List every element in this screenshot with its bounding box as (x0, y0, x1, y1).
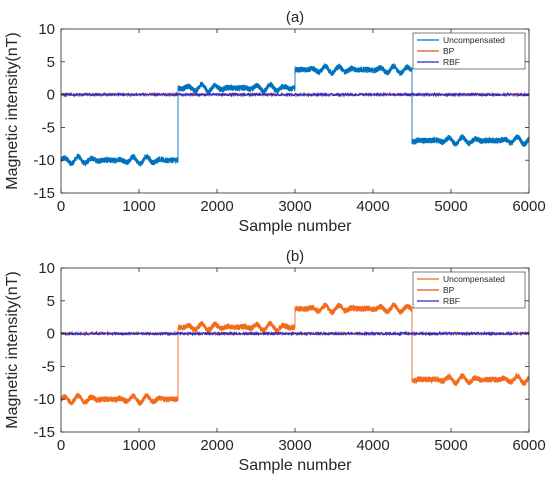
x-tick-label: 1000 (122, 198, 155, 215)
series-group (60, 301, 530, 406)
y-tick-label: -5 (42, 358, 55, 375)
x-tick-label: 6000 (512, 437, 545, 454)
x-tick-label: 2000 (200, 437, 233, 454)
x-tick-label: 4000 (356, 198, 389, 215)
x-tick-label: 0 (57, 437, 65, 454)
y-tick-label: -15 (33, 185, 55, 202)
y-tick-label: -10 (33, 391, 55, 408)
x-tick-label: 5000 (434, 198, 467, 215)
legend-label-bp: BP (443, 285, 455, 295)
y-tick-label: 5 (47, 293, 55, 310)
x-tick-label: 1000 (122, 437, 155, 454)
series-line-uncompensated (60, 62, 530, 167)
y-tick-label: 10 (38, 21, 55, 38)
chart-title: (a) (286, 9, 304, 26)
series-group (60, 62, 530, 167)
x-tick-label: 3000 (278, 437, 311, 454)
y-axis-label: Magnetic intensity(nT) (4, 32, 21, 189)
legend-label-bp: BP (443, 46, 455, 56)
x-tick-label: 6000 (512, 198, 545, 215)
series-line-rbf (60, 91, 530, 98)
x-tick-label: 2000 (200, 198, 233, 215)
legend-label-rbf: RBF (443, 296, 460, 306)
y-tick-label: -5 (42, 119, 55, 136)
x-tick-label: 4000 (356, 437, 389, 454)
y-tick-label: -10 (33, 152, 55, 169)
x-tick-label: 5000 (434, 437, 467, 454)
series-line-uncompensated (60, 301, 530, 406)
series-line-rbf (60, 330, 530, 337)
legend-label-uncompensated: Uncompensated (443, 274, 505, 284)
chart-panel-1: (b) 0 1000 2000 3000 4000 5000 6000 -15 -10 -5 0 5 10… (4, 248, 546, 474)
y-tick-label: 5 (47, 54, 55, 71)
legend-label-rbf: RBF (443, 57, 460, 67)
chart-panel-0: (a) 0 1000 2000 3000 4000 5000 6000 -15 -10 -5 0 5 10… (4, 9, 546, 235)
x-tick-label: 3000 (278, 198, 311, 215)
chart-title: (b) (286, 248, 304, 265)
y-tick-label: -15 (33, 424, 55, 441)
x-axis-label: Sample number (239, 457, 353, 474)
y-tick-label: 0 (47, 326, 55, 343)
y-tick-label: 0 (47, 87, 55, 104)
legend-label-uncompensated: Uncompensated (443, 35, 505, 45)
x-axis-label: Sample number (239, 218, 353, 235)
y-axis-label: Magnetic intensity(nT) (4, 271, 21, 428)
x-tick-label: 0 (57, 198, 65, 215)
y-tick-label: 10 (38, 260, 55, 277)
